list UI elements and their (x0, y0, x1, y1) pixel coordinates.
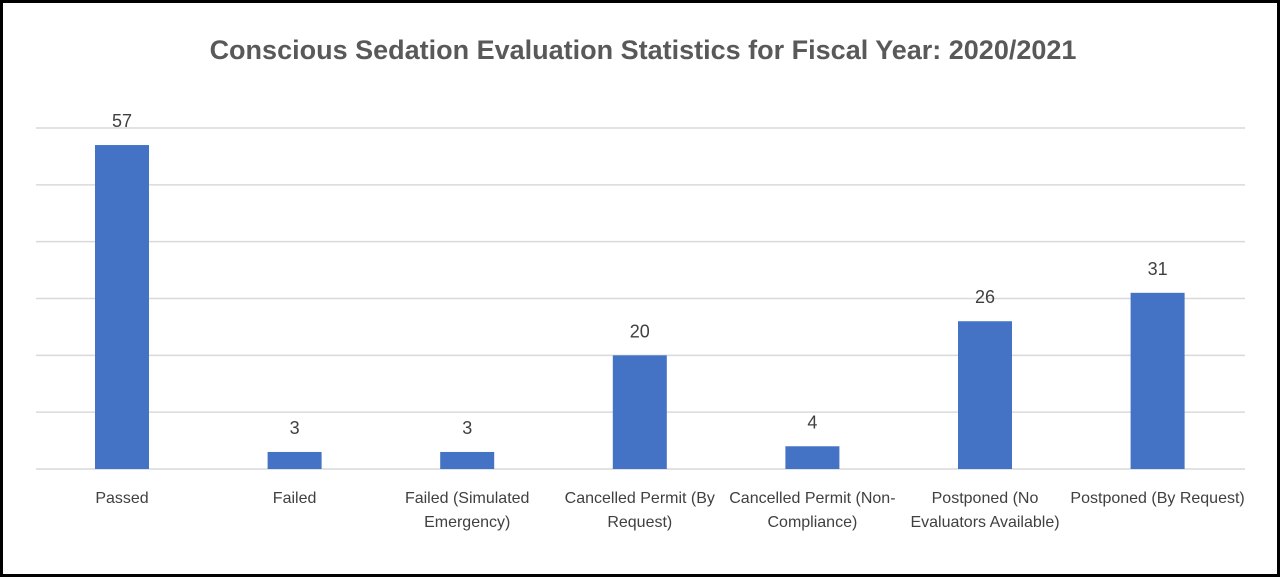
value-label: 20 (630, 321, 650, 341)
bar (785, 446, 840, 469)
value-label: 57 (112, 111, 132, 131)
x-tick-label: Failed (272, 490, 317, 507)
value-label: 31 (1148, 259, 1168, 279)
value-label: 3 (290, 418, 300, 438)
x-tick-label: Cancelled Permit (Non-Compliance) (729, 490, 896, 531)
bar (1130, 292, 1185, 469)
x-tick-label: Failed (Simulated Emergency) (404, 490, 530, 531)
value-label: 3 (462, 418, 472, 438)
plot: 57 3 3 20 4 26 31 (36, 111, 1245, 470)
chart-title: Conscious Sedation Evaluation Statistics… (209, 35, 1077, 65)
value-label: 4 (807, 412, 817, 432)
bar (440, 451, 495, 469)
x-tick-label: Postponed (No Evaluators Available) (910, 490, 1060, 531)
x-tick-label: Passed (95, 490, 149, 507)
bar (612, 355, 667, 469)
bar (958, 321, 1012, 469)
x-tick-label: Postponed (By Request) (1070, 490, 1245, 507)
value-label: 26 (975, 287, 995, 307)
bar (95, 145, 149, 470)
bar (267, 451, 322, 469)
x-tick-label: Cancelled Permit (By Request) (564, 490, 715, 531)
